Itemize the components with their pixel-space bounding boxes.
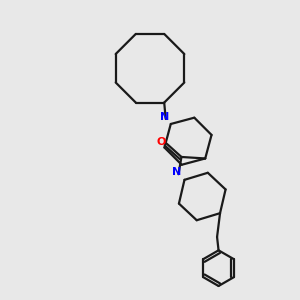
- Text: N: N: [160, 112, 169, 122]
- Text: O: O: [157, 137, 166, 147]
- Text: N: N: [172, 167, 182, 177]
